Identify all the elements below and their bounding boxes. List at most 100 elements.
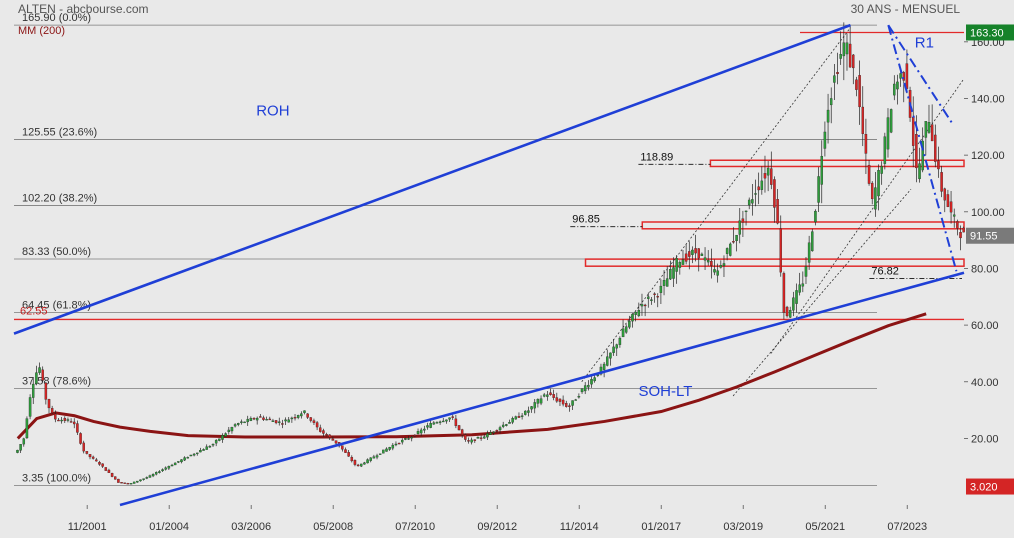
candle-body-183 xyxy=(593,377,596,382)
candle-body-157 xyxy=(511,418,514,423)
candle-body-300 xyxy=(962,227,965,233)
candle-body-137 xyxy=(448,417,451,420)
candle-body-187 xyxy=(606,356,609,366)
candle-body-94 xyxy=(312,420,316,423)
candle-body-148 xyxy=(483,436,486,439)
candle-body-108 xyxy=(356,464,360,467)
candle-body-290 xyxy=(930,124,934,142)
candle-body-247 xyxy=(795,290,798,304)
candle-body-20 xyxy=(79,433,82,444)
fib-label-4: 64.45 (61.8%) xyxy=(22,300,91,312)
candle-body-204 xyxy=(659,285,663,293)
candle-body-3 xyxy=(25,418,29,439)
fib-label-1: 125.55 (23.6%) xyxy=(22,126,97,138)
candle-body-119 xyxy=(391,444,395,449)
candle-body-27 xyxy=(101,463,104,467)
candle-body-141 xyxy=(460,429,464,435)
x-tick-label-8: 03/2019 xyxy=(723,521,763,533)
candle-body-92 xyxy=(306,413,309,418)
candle-body-240 xyxy=(773,179,776,208)
x-tick-label-5: 09/2012 xyxy=(477,521,517,533)
candle-body-66 xyxy=(224,433,227,437)
candle-body-98 xyxy=(325,434,328,436)
candle-body-202 xyxy=(653,293,656,295)
candle-body-62 xyxy=(211,443,215,446)
candle-body-205 xyxy=(662,280,666,286)
price-zones: 118.89 96.85 76.82 xyxy=(570,151,965,279)
candle-body-242 xyxy=(779,228,782,273)
candle-body-71 xyxy=(240,421,243,423)
candle-body-45 xyxy=(158,471,161,473)
fib-label-2: 102.20 (38.2%) xyxy=(22,193,97,205)
candle-body-272 xyxy=(874,187,877,210)
candle-body-19 xyxy=(76,423,79,433)
candle-body-41 xyxy=(145,477,149,479)
candle-body-89 xyxy=(296,415,300,418)
candle-body-273 xyxy=(877,170,880,197)
candle-body-67 xyxy=(227,429,231,433)
x-tick-label-3: 05/2008 xyxy=(313,521,353,533)
candle-body-231 xyxy=(744,210,748,213)
candle-body-176 xyxy=(571,400,574,406)
candle-body-149 xyxy=(486,433,489,438)
candle-body-265 xyxy=(852,54,855,69)
candle-body-147 xyxy=(479,437,483,439)
candle-body-191 xyxy=(618,337,622,345)
candle-body-170 xyxy=(552,394,555,398)
candle-body-107 xyxy=(353,459,357,465)
candle-body-199 xyxy=(643,304,647,307)
legend-ma: MM (200) xyxy=(18,25,65,37)
candle-body-36 xyxy=(129,483,133,485)
candle-body-228 xyxy=(735,234,738,242)
candle-body-286 xyxy=(918,163,921,180)
candle-body-299 xyxy=(959,232,962,239)
candle-body-154 xyxy=(501,424,505,427)
candle-body-193 xyxy=(624,326,628,333)
candle-body-61 xyxy=(208,446,212,448)
candle-body-295 xyxy=(946,194,950,207)
candle-body-74 xyxy=(249,418,253,421)
candle-body-196 xyxy=(634,311,637,315)
badge-low-label: 3.020 xyxy=(970,482,998,494)
candle-body-76 xyxy=(255,417,259,421)
candle-body-133 xyxy=(435,422,439,424)
candle-body-175 xyxy=(568,405,571,407)
annotation-0: ROH xyxy=(256,102,289,119)
candle-body-171 xyxy=(555,397,559,402)
candle-body-47 xyxy=(164,467,167,470)
badge-low-bg xyxy=(966,478,1014,495)
candle-body-226 xyxy=(729,243,732,256)
candle-body-112 xyxy=(369,457,372,461)
candle-body-88 xyxy=(293,417,297,419)
candle-body-270 xyxy=(867,164,871,184)
fibonacci-levels: 165.90 (0.0%) 125.55 (23.6%) 102.20 (38.2%… xyxy=(14,12,877,486)
candle-body-121 xyxy=(397,442,401,445)
candle-body-116 xyxy=(382,449,385,454)
candle-body-158 xyxy=(514,416,518,420)
y-tick-label-7: 20.00 xyxy=(971,433,999,445)
candle-body-256 xyxy=(823,131,827,149)
candle-body-30 xyxy=(110,472,114,477)
candle-body-153 xyxy=(498,427,502,431)
x-tick-label-7: 01/2017 xyxy=(641,521,681,533)
candle-body-254 xyxy=(817,176,820,203)
zone-rect-0 xyxy=(709,159,965,168)
candle-body-78 xyxy=(262,417,265,420)
candle-body-200 xyxy=(647,296,650,299)
candle-body-284 xyxy=(911,117,915,146)
zone-rect-2 xyxy=(584,258,965,267)
candle-body-122 xyxy=(401,439,404,443)
y-tick-label-2: 120.00 xyxy=(971,150,1005,162)
candle-body-22 xyxy=(85,451,89,454)
candle-body-144 xyxy=(470,439,473,443)
candle-body-179 xyxy=(580,388,584,393)
trend-channels xyxy=(13,23,965,507)
candle-body-86 xyxy=(287,419,290,423)
candle-body-99 xyxy=(328,434,331,438)
candle-body-0 xyxy=(16,449,19,453)
candle-body-24 xyxy=(91,456,95,459)
candle-body-13 xyxy=(57,419,60,422)
candle-body-291 xyxy=(934,134,937,162)
candle-body-260 xyxy=(836,72,839,75)
